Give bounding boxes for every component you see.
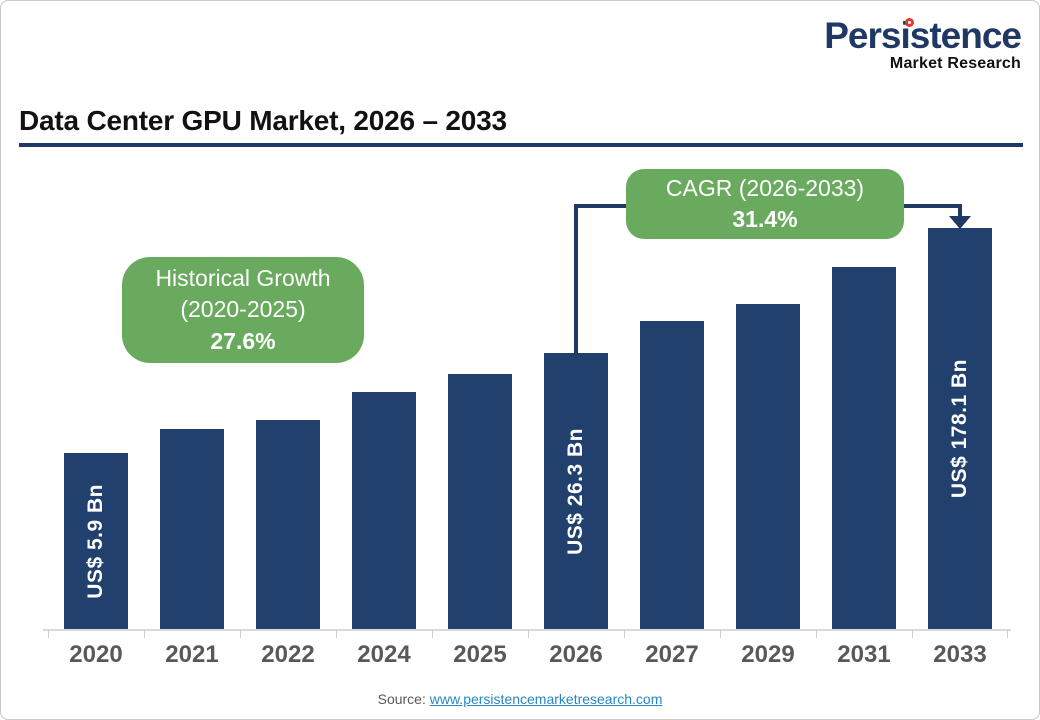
bar-2031	[832, 267, 896, 629]
bar-cell-2033: US$ 178.1 Bn	[912, 161, 1008, 629]
bar-2029	[736, 304, 800, 629]
x-label-2031: 2031	[816, 629, 912, 669]
x-label-2020: 2020	[48, 629, 144, 669]
x-label-2021: 2021	[144, 629, 240, 669]
bar-2020: US$ 5.9 Bn	[64, 453, 128, 629]
bar-cell-2020: US$ 5.9 Bn	[48, 161, 144, 629]
cagr-connector-right-vertical	[958, 204, 962, 217]
x-axis-line	[43, 629, 1011, 631]
historical-growth-line1: Historical Growth	[155, 265, 331, 292]
bar-cell-2025	[432, 161, 528, 629]
bar-2024	[352, 392, 416, 629]
bar-cell-2024	[336, 161, 432, 629]
bar-2022	[256, 420, 320, 629]
bar-2033: US$ 178.1 Bn	[928, 228, 992, 629]
x-axis-labels: 2020 2021 2022 2024 2025 2026 2027 2029 2031 2033	[48, 629, 1008, 669]
bar-cell-2026: US$ 26.3 Bn	[528, 161, 624, 629]
source-link[interactable]: www.persistencemarketresearch.com	[429, 691, 663, 707]
bar-cell-2027	[624, 161, 720, 629]
logo-tagline: Market Research	[889, 55, 1021, 72]
cagr-connector-left-vertical	[574, 204, 578, 354]
x-label-2033: 2033	[912, 629, 1008, 669]
bar-value-label-2026: US$ 26.3 Bn	[564, 427, 587, 555]
cagr-connector-left-horizontal	[574, 204, 630, 208]
source-line: Source: www.persistencemarketresearch.co…	[1, 691, 1039, 707]
bar-cell-2029	[720, 161, 816, 629]
bar-2027	[640, 321, 704, 629]
title-underline	[19, 143, 1023, 147]
bar-cell-2021	[144, 161, 240, 629]
cagr-line1: CAGR (2026-2033)	[665, 174, 865, 201]
plot: US$ 5.9 Bn US$ 26.3 Bn US$ 178.1 Bn	[48, 161, 1008, 629]
logo-brand-text: Persistence	[824, 15, 1022, 56]
logo-brand: Persistence	[824, 15, 1022, 56]
bar-2021	[160, 429, 224, 629]
page-title: Data Center GPU Market, 2026 – 2033	[19, 105, 507, 136]
bar-2026: US$ 26.3 Bn	[544, 353, 608, 629]
cagr-callout: CAGR (2026-2033) 31.4%	[626, 169, 904, 239]
x-label-2025: 2025	[432, 629, 528, 669]
logo: Persistence Market Research	[824, 15, 1022, 72]
x-label-2026: 2026	[528, 629, 624, 669]
bar-cell-2022	[240, 161, 336, 629]
historical-growth-callout: Historical Growth (2020-2025) 27.6%	[122, 257, 364, 363]
bar-2025	[448, 374, 512, 629]
cagr-value: 31.4%	[732, 206, 798, 232]
logo-red-dot-icon	[905, 18, 915, 27]
bar-value-label-2020: US$ 5.9 Bn	[84, 483, 107, 599]
historical-growth-line2: (2020-2025)	[180, 296, 306, 323]
x-label-2027: 2027	[624, 629, 720, 669]
x-label-2029: 2029	[720, 629, 816, 669]
cagr-connector-right-horizontal	[900, 204, 962, 208]
source-prefix: Source:	[377, 691, 430, 707]
x-label-2022: 2022	[240, 629, 336, 669]
x-label-2024: 2024	[336, 629, 432, 669]
bar-cell-2031	[816, 161, 912, 629]
bar-value-label-2033: US$ 178.1 Bn	[948, 358, 971, 499]
cagr-arrow-down-icon	[949, 216, 971, 229]
historical-growth-value: 27.6%	[210, 327, 276, 354]
